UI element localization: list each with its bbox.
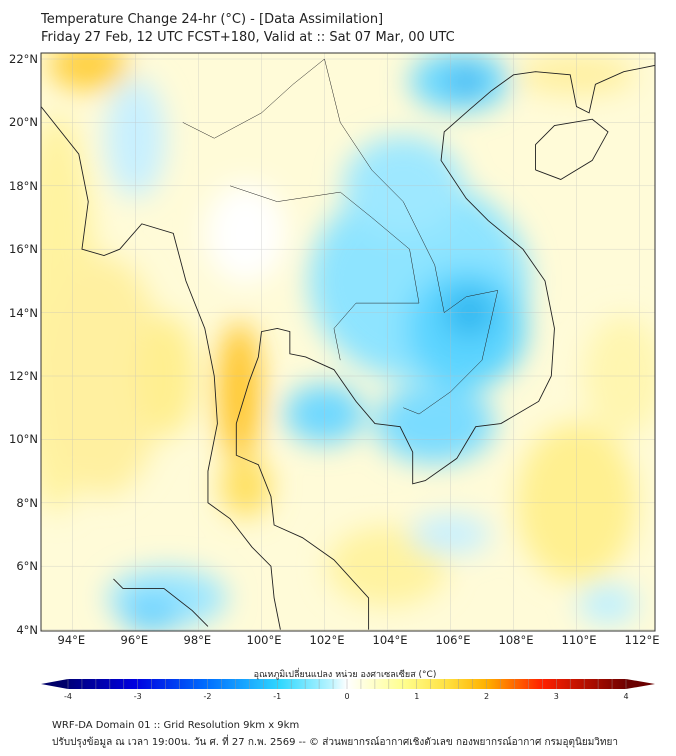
colorbar-tick-label: 4: [623, 692, 629, 701]
anomaly-region: [121, 593, 182, 631]
lat-label: 6°N: [16, 559, 38, 574]
anomaly-region: [205, 183, 286, 284]
colorbar-tick-label: -1: [273, 692, 282, 701]
coastline: [235, 64, 655, 630]
lon-label: 106°E: [435, 633, 471, 647]
footer-model-info: WRF-DA Domain 01 :: Grid Resolution 9km …: [52, 720, 300, 731]
map-frame: [40, 52, 656, 632]
lon-label: 96°E: [120, 633, 149, 647]
colorbar-tick-label: 2: [483, 692, 490, 701]
border-line: [182, 58, 499, 415]
lat-label: 22°N: [9, 52, 38, 66]
map-title: Temperature Change 24-hr (°C) - [Data As…: [41, 12, 384, 27]
colorbar-label: อุณหภูมิเปลี่ยนแปลง หน่วย องศาเซลเซียส (…: [253, 670, 437, 680]
colorbar: [41, 679, 655, 689]
lon-label: 100°E: [246, 633, 282, 647]
anomaly-region: [451, 69, 482, 94]
colorbar-tick-label: -4: [64, 692, 72, 701]
lon-label: 98°E: [183, 633, 212, 647]
lat-label: 20°N: [9, 115, 38, 130]
colorbar-tick-label: 0: [344, 692, 350, 701]
colorbar-tick-label: -2: [203, 692, 212, 701]
map-subtitle: Friday 27 Feb, 12 UTC FCST+180, Valid at…: [41, 30, 455, 45]
field-layer: [41, 53, 655, 631]
anomaly-region: [578, 584, 638, 625]
coastline: [535, 118, 609, 180]
lat-label: 10°N: [9, 432, 38, 447]
footer-update-info: ปรับปรุงข้อมูล ณ เวลา 19:00น. วัน ศ. ที่…: [52, 737, 618, 748]
lat-label: 4°N: [16, 622, 38, 637]
lon-label: 94°E: [57, 633, 86, 647]
lat-label: 16°N: [9, 242, 38, 257]
lon-label: 112°E: [624, 633, 660, 647]
colorbar-tick-label: 3: [553, 692, 559, 701]
lon-label: 108°E: [498, 633, 534, 647]
lat-label: 12°N: [9, 369, 38, 383]
colorbar-max-arrow: [626, 679, 655, 689]
coastline: [41, 106, 281, 630]
lat-label: 14°N: [9, 305, 38, 320]
lat-label: 18°N: [9, 178, 38, 193]
border-line: [229, 185, 420, 361]
anomaly-region: [217, 321, 262, 462]
lon-label: 102°E: [309, 633, 345, 647]
anomaly-region: [220, 456, 271, 517]
colorbar-tick-label: -3: [133, 692, 142, 701]
anomaly-region: [48, 53, 129, 91]
anomaly-region: [374, 383, 495, 464]
coastline: [113, 578, 209, 627]
lon-label: 104°E: [372, 633, 408, 647]
lon-label: 110°E: [561, 633, 597, 647]
lat-label: 8°N: [16, 495, 38, 510]
colorbar-min-arrow: [41, 679, 68, 689]
colorbar-tick-label: 1: [414, 692, 420, 701]
